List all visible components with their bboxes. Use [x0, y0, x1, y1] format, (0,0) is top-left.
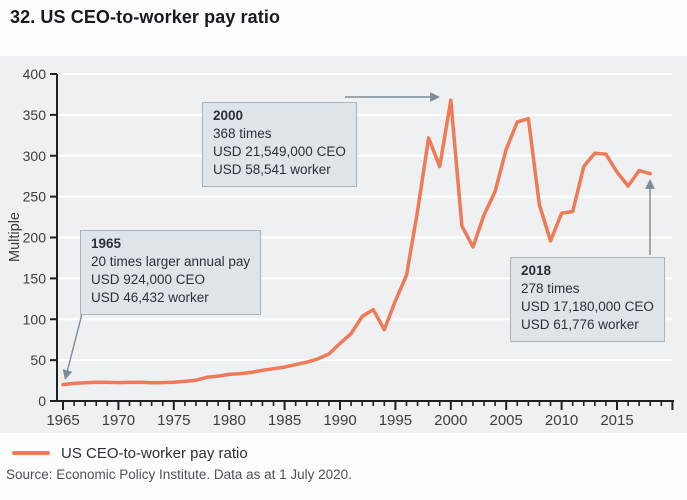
y-tick-label: 100	[23, 311, 47, 327]
annotation-1965-line3: USD 46,432 worker	[91, 290, 209, 305]
series-line	[61, 98, 652, 387]
annotation-2018-line1: 278 times	[521, 281, 580, 296]
source-note: Source: Economic Policy Institute. Data …	[6, 467, 352, 482]
x-tick-label: 2000	[434, 412, 467, 429]
annotation-2000-line1: 368 times	[213, 126, 272, 141]
annotation-2018-line2: USD 17,180,000 CEO	[521, 299, 654, 314]
x-tick-label: 1990	[323, 412, 356, 429]
x-tick-label: 1980	[213, 412, 246, 429]
annotation-1965: 1965 20 times larger annual pay USD 924,…	[80, 230, 262, 315]
x-tick-label: 1975	[157, 412, 190, 429]
annotation-1965-year: 1965	[91, 236, 122, 251]
annotation-2000-year: 2000	[213, 108, 244, 123]
y-tick-label: 200	[23, 230, 47, 246]
y-tick-label: 0	[38, 393, 46, 409]
legend: US CEO-to-worker pay ratio	[12, 443, 248, 463]
legend-line-swatch	[12, 451, 50, 455]
chart-block: 0 50 100 150 200 250 300 350 400 Multiple 1965 1970…	[0, 56, 687, 433]
annotation-2018: 2018 278 times USD 17,180,000 CEO USD 61…	[510, 257, 665, 342]
y-tick-label: 400	[23, 66, 47, 82]
annotation-2000-line3: USD 58,541 worker	[213, 162, 331, 177]
x-tick-label: 1995	[379, 412, 412, 429]
pay-ratio-line-chart: 0 50 100 150 200 250 300 350 400 Multiple 1965 1970…	[7, 66, 674, 429]
chart-title: 32. US CEO-to-worker pay ratio	[10, 7, 281, 27]
y-axis: 0 50 100 150 200 250 300 350 400 Multiple	[7, 66, 58, 409]
y-axis-title: Multiple	[7, 212, 23, 262]
annotation-2018-year: 2018	[521, 263, 552, 278]
x-tick-label: 1965	[46, 412, 79, 429]
x-tick-label: 1970	[102, 412, 135, 429]
x-axis: 1965 1970 1975 1980 1985 1990 1995 2000 2005 2010…	[46, 400, 674, 429]
y-tick-label: 350	[23, 107, 47, 123]
annotation-1965-line2: USD 924,000 CEO	[91, 272, 206, 287]
x-tick-label: 2010	[545, 412, 578, 429]
annotation-2018-line3: USD 61,776 worker	[521, 317, 639, 332]
annotation-2000-line2: USD 21,549,000 CEO	[213, 144, 346, 159]
annotation-2000: 2000 368 times USD 21,549,000 CEO USD 58…	[202, 102, 357, 187]
y-tick-label: 50	[30, 352, 46, 368]
x-tick-label: 2015	[600, 412, 633, 429]
leader-1965	[62, 309, 84, 380]
y-tick-label: 150	[23, 270, 47, 286]
y-tick-label: 300	[23, 148, 47, 164]
legend-label: US CEO-to-worker pay ratio	[61, 444, 248, 462]
y-tick-label: 250	[23, 189, 47, 205]
x-tick-label: 2005	[490, 412, 523, 429]
x-tick-label: 1985	[268, 412, 301, 429]
annotation-1965-line1: 20 times larger annual pay	[91, 254, 251, 269]
annotation-arrows	[62, 92, 655, 380]
